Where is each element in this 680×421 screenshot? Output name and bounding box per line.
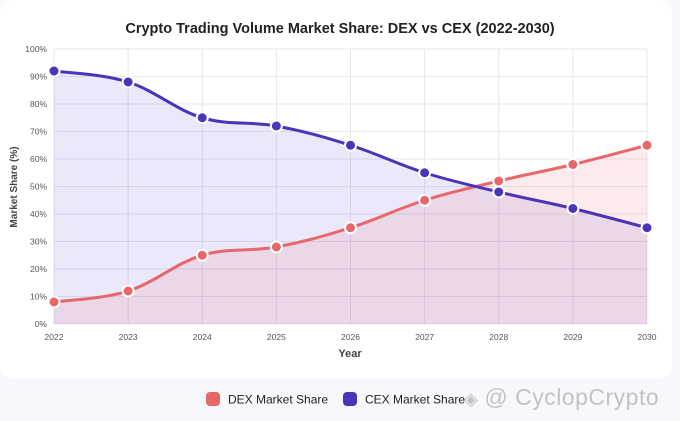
y-tick-label: 60% [30, 154, 47, 164]
chart-title: Crypto Trading Volume Market Share: DEX … [125, 21, 554, 37]
y-tick-label: 80% [30, 99, 47, 109]
y-tick-label: 40% [30, 209, 47, 219]
binance-logo-icon: ◈ [464, 389, 479, 409]
legend-label: CEX Market Share [365, 393, 465, 407]
watermark-text: @ CyclopCrypto [484, 384, 660, 410]
data-point [269, 119, 283, 133]
data-point [566, 202, 580, 215]
data-point [121, 75, 135, 89]
x-tick-label: 2028 [489, 332, 508, 342]
x-tick-label: 2023 [119, 332, 138, 342]
x-axis-ticks: 2022 2023 2024 2025 2026 2027 2028 2029 2030 [45, 332, 657, 342]
x-tick-label: 2026 [341, 332, 360, 342]
data-point [47, 295, 61, 309]
y-tick-label: 90% [30, 72, 47, 82]
x-tick-label: 2024 [193, 332, 212, 342]
y-tick-label: 50% [30, 182, 47, 192]
data-point [121, 284, 135, 298]
data-point [195, 111, 209, 125]
y-tick-label: 30% [30, 237, 47, 247]
x-tick-label: 2025 [267, 332, 286, 342]
legend-label: DEX Market Share [228, 393, 328, 407]
data-point [566, 158, 580, 171]
data-point [195, 248, 209, 262]
x-axis-label: Year [338, 348, 362, 360]
legend-swatch [343, 392, 357, 406]
data-point [418, 166, 432, 180]
data-point [492, 185, 506, 199]
data-points [47, 64, 654, 309]
data-point [344, 221, 357, 235]
x-tick-label: 2022 [45, 332, 64, 342]
data-point [344, 138, 357, 152]
y-tick-label: 20% [30, 264, 47, 274]
watermark: ◈ @ CyclopCrypto [464, 384, 659, 411]
legend: DEX Market Share CEX Market Share [206, 392, 465, 407]
gridlines [53, 48, 648, 325]
y-tick-label: 100% [25, 44, 47, 54]
y-axis-label: Market Share (%) [9, 146, 20, 227]
x-tick-label: 2029 [563, 332, 582, 342]
x-tick-label: 2030 [638, 332, 657, 342]
y-axis-ticks: 0% 10% 20% 30% 40% 50% 60% 70% 80% 90% 100% [25, 44, 47, 329]
data-point [492, 174, 506, 188]
data-point [640, 221, 654, 235]
data-point [269, 240, 283, 254]
x-tick-label: 2027 [415, 332, 434, 342]
legend-swatch [206, 392, 220, 406]
data-point [640, 138, 654, 152]
chart-card [0, 0, 672, 378]
data-point [47, 64, 61, 78]
y-tick-label: 0% [35, 319, 48, 329]
data-point [418, 193, 432, 207]
y-tick-label: 70% [30, 127, 47, 137]
y-tick-label: 10% [30, 292, 47, 302]
